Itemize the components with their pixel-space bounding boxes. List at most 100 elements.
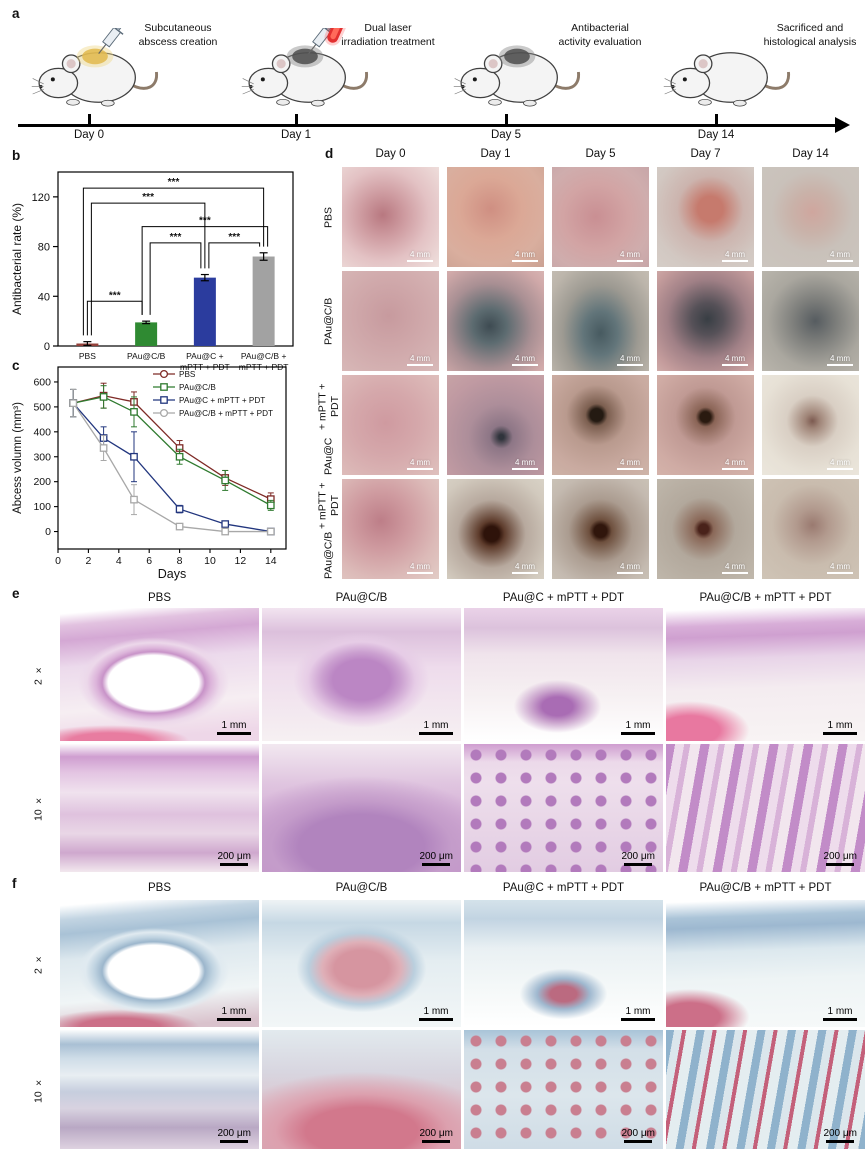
data-marker — [99, 444, 108, 452]
histology-image-r1-c0: 200 μm — [60, 1030, 259, 1149]
abscess-photo-r2-day7: 4 mm — [657, 375, 754, 475]
mouse-head — [460, 67, 501, 99]
scale-bar-label: 4 mm — [410, 249, 430, 259]
magnification-row-label: 10 × — [32, 794, 45, 822]
timeline-step-1: Subcutaneous abscess creation — [30, 6, 244, 118]
panel-label-e: e — [12, 586, 20, 601]
scale-bar: 1 mm — [217, 1006, 251, 1021]
plot-frame — [57, 171, 294, 347]
scale-bar-line — [826, 863, 855, 866]
scale-bar-line — [617, 571, 643, 574]
x-tick-label: 12 — [235, 555, 247, 567]
y-tick-label: 40 — [38, 291, 50, 303]
x-tick-label: 10 — [204, 555, 216, 567]
scale-bar-label: 200 μm — [823, 851, 857, 862]
scale-bar-label: 1 mm — [221, 720, 247, 731]
scale-bar-line — [407, 467, 433, 470]
scale-bar: 4 mm — [512, 249, 538, 262]
abscess-photo-r0-day5: 4 mm — [552, 167, 649, 267]
scale-bar: 4 mm — [722, 250, 748, 262]
timeline-tick — [505, 114, 508, 125]
y-axis-label: Antibacterial rate (%) — [10, 203, 24, 315]
abscess-photo-r0-day14: 4 mm — [762, 167, 859, 267]
histology-image-r0-c2: 1 mm — [464, 900, 663, 1027]
x-category-label: PBS — [79, 351, 96, 361]
significance-stars: *** — [142, 192, 154, 203]
mouse-eye — [260, 77, 265, 82]
data-marker — [130, 495, 138, 504]
abscess-volume-line-chart: 0 2 4 6 8 10 12 14 0 100 200 300 400 500 600 Days Abcess… — [12, 366, 287, 581]
scale-bar-line — [220, 1140, 249, 1143]
data-marker — [99, 393, 108, 401]
scale-bar-line — [617, 259, 643, 262]
scale-bar: 200 μm — [823, 1128, 857, 1143]
significance-bracket — [149, 242, 202, 315]
scale-bar: 4 mm — [722, 458, 748, 470]
scale-bar-label: 1 mm — [827, 1006, 853, 1017]
scale-bar: 1 mm — [217, 720, 251, 735]
abscess-photo-r0-day0: 4 mm — [342, 167, 439, 267]
histology-image-r0-c2: 1 mm — [464, 608, 663, 741]
magnification-row-label: 2 × — [32, 664, 45, 685]
scale-bar-line — [217, 1018, 251, 1021]
treatment-column-header: PAu@C/B + mPTT + PDT — [699, 592, 832, 604]
significance-stars: *** — [109, 290, 121, 301]
legend-marker — [159, 408, 169, 418]
histology-image-r1-c0: 200 μm — [60, 744, 259, 872]
histology-image-r0-c3: 1 mm — [666, 900, 865, 1027]
scale-bar: 200 μm — [217, 1128, 251, 1143]
treatment-row-label: PAu@C + mPTT + PDT — [316, 383, 341, 475]
treatment-row-label: PAu@C/B + mPTT + PDT — [316, 482, 341, 579]
treatment-column-header: PBS — [147, 882, 171, 894]
scale-bar-label: 200 μm — [621, 1128, 655, 1139]
data-marker — [266, 527, 275, 536]
scale-bar-line — [407, 363, 433, 366]
data-marker — [130, 452, 138, 461]
legend-marker — [160, 396, 168, 404]
data-marker — [69, 399, 78, 408]
timeline-day-label: Day 14 — [697, 129, 735, 141]
abscess-photo-r0-day1: 4 mm — [447, 167, 544, 267]
plot-frame — [57, 366, 287, 550]
scale-bar-label: 200 μm — [621, 851, 655, 862]
abscess-photo-r2-day14: 4 mm — [762, 375, 859, 475]
scale-bar: 4 mm — [617, 250, 643, 262]
significance-bracket — [86, 300, 143, 336]
histology-image-r1-c1: 200 μm — [262, 1030, 461, 1149]
scale-bar-label: 4 mm — [410, 457, 430, 467]
treatment-row-label: PAu@C/B — [322, 297, 335, 345]
scale-bar-line — [827, 363, 853, 366]
data-marker — [266, 501, 275, 510]
scale-bar: 200 μm — [419, 1128, 453, 1143]
timeline-line — [18, 124, 837, 127]
x-tick-label: 6 — [146, 555, 152, 567]
treatment-column-header: PAu@C/B — [335, 592, 388, 604]
scale-bar-label: 4 mm — [410, 353, 430, 363]
abscess-photo-r1-day7: 4 mm — [657, 271, 754, 371]
scale-bar-line — [407, 259, 433, 262]
scale-bar: 1 mm — [419, 1006, 453, 1021]
scale-bar-label: 4 mm — [725, 561, 745, 571]
x-tick-label: 2 — [85, 555, 91, 567]
scale-bar-label: 1 mm — [423, 1006, 449, 1017]
histology-image-r0-c3: 1 mm — [666, 608, 865, 741]
step-caption: Sacrificed and histological analysis — [763, 22, 857, 48]
legend-label: PAu@C/B — [179, 383, 216, 392]
scale-bar-label: 4 mm — [830, 353, 850, 363]
abscess-photo-r3-day14: 4 mm — [762, 479, 859, 579]
scale-bar-line — [827, 571, 853, 574]
scale-bar-label: 4 mm — [515, 249, 535, 259]
y-tick-label: 0 — [45, 526, 51, 538]
scale-bar-label: 4 mm — [515, 353, 535, 363]
scale-bar: 200 μm — [419, 851, 453, 866]
scale-bar-label: 1 mm — [827, 720, 853, 731]
abscess-photo-r1-day1: 4 mm — [447, 271, 544, 371]
scale-bar-line — [722, 467, 748, 470]
scale-bar-line — [827, 259, 853, 262]
mouse-eye — [50, 77, 55, 82]
legend-marker — [159, 369, 169, 379]
significance-stars: *** — [170, 232, 182, 243]
scale-bar-label: 4 mm — [620, 353, 640, 363]
scale-bar-line — [512, 259, 538, 262]
